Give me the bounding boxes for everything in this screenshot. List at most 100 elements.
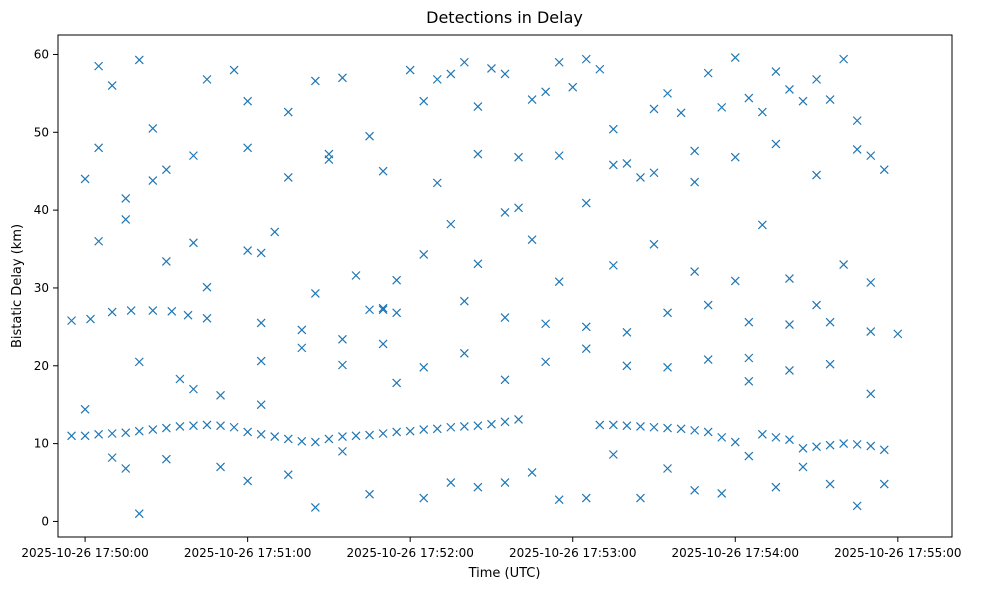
data-point — [581, 54, 591, 64]
data-point — [554, 277, 564, 287]
data-point — [581, 344, 591, 354]
data-point — [812, 170, 821, 180]
data-point — [365, 489, 374, 499]
y-tick-label: 0 — [41, 514, 49, 528]
data-point — [473, 482, 483, 492]
data-point — [608, 124, 618, 134]
data-point — [866, 327, 876, 336]
data-point — [744, 317, 754, 327]
data-point — [608, 160, 618, 170]
data-point — [365, 131, 374, 141]
data-point — [730, 53, 740, 62]
data-point — [283, 173, 293, 182]
data-point — [514, 203, 523, 213]
data-point — [351, 271, 361, 280]
data-point — [392, 427, 402, 437]
data-point — [446, 422, 456, 432]
data-point — [183, 310, 193, 320]
data-point — [378, 429, 388, 438]
data-point — [527, 235, 537, 245]
data-point — [879, 165, 889, 175]
data-point — [825, 440, 835, 450]
data-point — [216, 462, 225, 472]
data-point — [812, 74, 821, 84]
data-point — [663, 88, 672, 98]
data-point — [852, 439, 862, 449]
data-point — [229, 65, 239, 75]
data-point — [649, 239, 659, 249]
data-point — [283, 470, 293, 480]
data-point — [432, 74, 442, 84]
data-point — [703, 427, 713, 437]
data-point — [663, 423, 672, 433]
data-point — [636, 173, 645, 182]
data-point — [432, 178, 442, 188]
data-point — [365, 305, 374, 315]
data-point — [161, 454, 171, 464]
data-point — [554, 495, 564, 505]
data-point — [351, 431, 361, 441]
data-point — [310, 288, 320, 298]
x-tick-label: 2025-10-26 17:55:00 — [834, 546, 961, 560]
data-point — [80, 404, 90, 414]
data-point — [310, 503, 320, 512]
data-point — [852, 116, 862, 126]
data-point — [459, 348, 469, 358]
x-axis-label: Time (UTC) — [468, 566, 541, 581]
data-point — [202, 282, 212, 292]
data-point — [189, 238, 198, 248]
data-point — [514, 415, 523, 424]
data-point — [419, 362, 429, 372]
data-point — [798, 443, 808, 453]
data-point — [825, 317, 835, 327]
data-point — [243, 476, 253, 486]
data-point — [663, 362, 672, 372]
x-tick-label: 2025-10-26 17:52:00 — [346, 546, 473, 560]
chart-title: Detections in Delay — [426, 8, 583, 27]
data-point — [744, 353, 754, 363]
data-point — [324, 149, 334, 159]
data-point — [392, 275, 402, 285]
data-point — [527, 95, 537, 105]
data-point — [852, 501, 862, 511]
x-tick-label: 2025-10-26 17:50:00 — [21, 546, 148, 560]
data-point — [283, 107, 293, 117]
data-point — [622, 421, 632, 431]
y-axis-ticks: 0 10 20 30 40 50 60 — [34, 47, 58, 528]
data-point — [757, 107, 767, 117]
data-point — [473, 102, 483, 112]
data-point — [595, 420, 605, 430]
data-point — [866, 278, 876, 287]
data-point — [107, 453, 117, 463]
data-point — [338, 360, 347, 370]
data-point — [473, 421, 483, 431]
data-point — [730, 152, 740, 162]
data-point — [825, 479, 835, 489]
data-point — [338, 73, 347, 83]
data-point — [839, 260, 849, 270]
data-point — [378, 339, 388, 349]
data-point — [80, 431, 90, 441]
data-point — [744, 376, 754, 386]
data-point — [405, 426, 415, 436]
data-point — [717, 488, 727, 498]
data-point — [202, 420, 212, 430]
data-point — [405, 65, 415, 75]
data-point — [175, 422, 185, 431]
x-tick-label: 2025-10-26 17:53:00 — [509, 546, 636, 560]
data-point — [825, 95, 835, 105]
data-point — [134, 55, 144, 65]
data-point — [310, 76, 320, 86]
data-point — [283, 434, 293, 444]
data-point — [270, 432, 280, 442]
data-point — [798, 96, 808, 106]
data-point — [270, 227, 280, 237]
y-axis-label: Bistatic Delay (km) — [10, 224, 25, 348]
data-point — [121, 428, 131, 438]
data-point — [757, 429, 767, 439]
data-point — [473, 149, 483, 159]
data-point — [161, 423, 171, 433]
data-point — [500, 417, 510, 427]
